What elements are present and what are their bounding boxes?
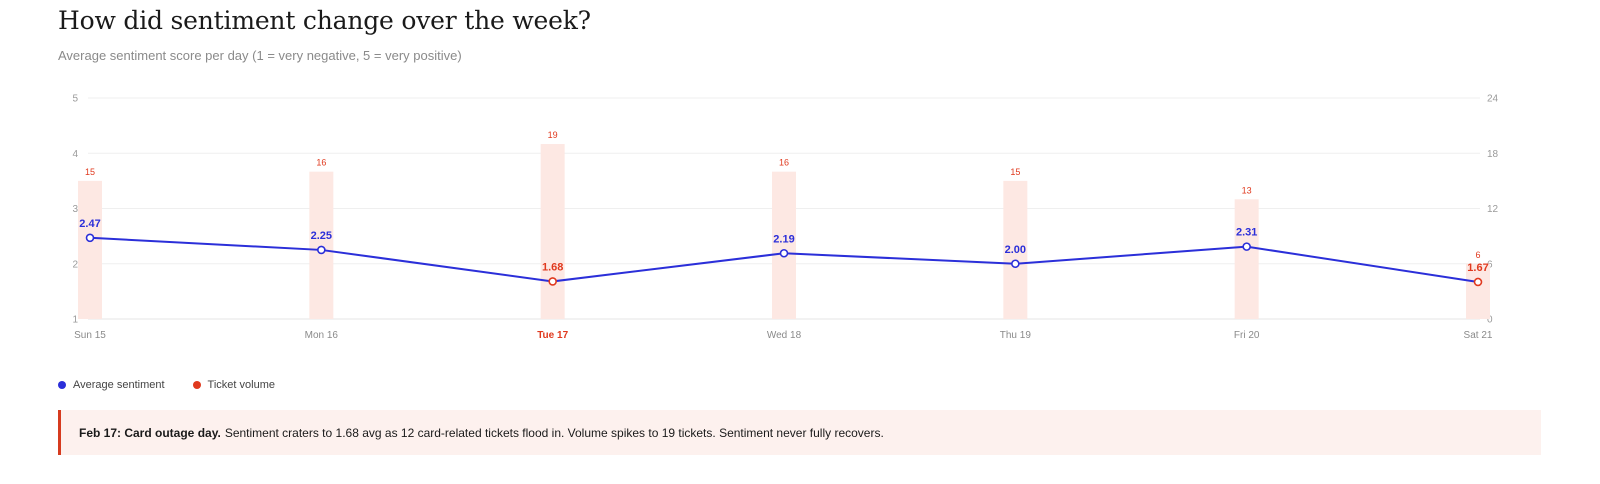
volume-bar bbox=[772, 171, 796, 319]
sentiment-point bbox=[548, 277, 557, 286]
volume-bar bbox=[540, 144, 565, 319]
sentiment-point bbox=[779, 248, 789, 258]
x-tick-label: Thu 19 bbox=[1000, 330, 1032, 341]
x-tick-label: Sun 15 bbox=[74, 330, 106, 341]
sentiment-label: 2.25 bbox=[311, 230, 332, 242]
sentiment-point bbox=[317, 245, 326, 255]
sentiment-label: 2.19 bbox=[773, 233, 794, 245]
y-left-tick-label: 5 bbox=[72, 94, 78, 105]
y-left-tick-label: 3 bbox=[72, 204, 78, 215]
y-right-tick-label: 0 bbox=[1487, 315, 1493, 326]
chart-title: How did sentiment change over the week? bbox=[58, 6, 591, 35]
legend-swatch-volume bbox=[192, 381, 201, 389]
y-left-tick-label: 4 bbox=[72, 149, 78, 160]
sentiment-point bbox=[1011, 259, 1020, 269]
x-tick-label: Mon 16 bbox=[305, 330, 339, 341]
sentiment-label: 2.47 bbox=[79, 218, 100, 230]
volume-bar bbox=[1466, 263, 1490, 319]
volume-label: 16 bbox=[779, 158, 789, 168]
annotation-callout: Feb 17: Card outage day. Sentiment crate… bbox=[58, 410, 1541, 455]
sentiment-label: 1.68 bbox=[542, 261, 563, 273]
legend-swatch-sentiment bbox=[58, 381, 66, 389]
legend-item-volume[interactable]: Ticket volume bbox=[192, 379, 275, 391]
volume-label: 19 bbox=[548, 130, 558, 140]
y-left-tick-label: 2 bbox=[72, 259, 78, 270]
y-right-tick-label: 24 bbox=[1487, 94, 1499, 105]
legend-label-sentiment: Average sentiment bbox=[73, 379, 165, 391]
sentiment-point bbox=[1473, 277, 1483, 287]
y-right-tick-label: 12 bbox=[1487, 204, 1499, 215]
x-tick-label: Sat 21 bbox=[1464, 330, 1493, 341]
legend-item-sentiment[interactable]: Average sentiment bbox=[58, 379, 165, 391]
x-tick-label: Tue 17 bbox=[537, 330, 568, 341]
sentiment-label: 1.67 bbox=[1467, 262, 1488, 274]
volume-label: 16 bbox=[316, 158, 326, 168]
x-tick-label: Wed 18 bbox=[767, 330, 802, 341]
volume-label: 6 bbox=[1475, 250, 1480, 260]
y-left-tick-label: 1 bbox=[72, 315, 78, 326]
volume-bar bbox=[1234, 199, 1259, 319]
chart-legend: Average sentiment Ticket volume bbox=[58, 379, 275, 391]
volume-label: 15 bbox=[1010, 167, 1020, 177]
legend-label-volume: Ticket volume bbox=[207, 379, 275, 391]
sentiment-label: 2.00 bbox=[1005, 244, 1026, 256]
callout-heading: Feb 17: Card outage day. bbox=[79, 425, 221, 440]
volume-bar bbox=[1003, 180, 1028, 319]
sentiment-point bbox=[85, 233, 95, 243]
chart-subtitle: Average sentiment score per day (1 = ver… bbox=[58, 48, 462, 63]
volume-bar bbox=[309, 171, 334, 319]
volume-bar bbox=[78, 180, 102, 319]
sentiment-point bbox=[1242, 242, 1251, 251]
callout-text: Sentiment craters to 1.68 avg as 12 card… bbox=[224, 425, 884, 440]
y-right-tick-label: 18 bbox=[1487, 149, 1499, 160]
volume-label: 13 bbox=[1242, 185, 1252, 195]
x-tick-label: Fri 20 bbox=[1234, 330, 1260, 341]
sentiment-chart: 123450612182415161916151362.472.251.682.… bbox=[72, 94, 1499, 342]
volume-label: 15 bbox=[85, 167, 95, 177]
sentiment-label: 2.31 bbox=[1236, 227, 1257, 239]
